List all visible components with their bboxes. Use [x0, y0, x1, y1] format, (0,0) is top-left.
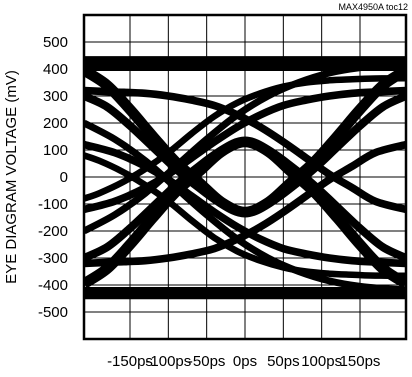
eye-trace	[84, 152, 406, 280]
plot-frame	[82, 13, 408, 341]
eye-trace	[84, 137, 406, 262]
eye-trace	[84, 140, 406, 268]
eye-trace	[84, 119, 406, 294]
y-tick-label: 200	[43, 115, 68, 132]
y-tick-label: -300	[38, 250, 68, 267]
y-tick-label: -400	[38, 277, 68, 294]
eye-trace	[84, 60, 406, 235]
x-tick-label: 100ps	[301, 353, 342, 370]
x-tick-label: -100ps	[145, 353, 191, 370]
y-tick-label: 100	[43, 142, 68, 159]
x-tick-label: -50ps	[188, 353, 226, 370]
x-tick-label: -150ps	[107, 353, 153, 370]
y-tick-label: 400	[43, 61, 68, 78]
y-axis-title: EYE DIAGRAM VOLTAGE (mV)	[3, 70, 20, 284]
y-tick-label: -100	[38, 196, 68, 213]
x-tick-label: 50ps	[267, 353, 300, 370]
corner-label: MAX4950A toc12	[338, 2, 408, 12]
y-tick-label: 500	[43, 34, 68, 51]
y-tick-label: -500	[38, 304, 68, 321]
y-tick-labels: 500 400 300 200 100 0 -100 -200 -300 -400 -500	[38, 34, 68, 321]
eye-trace	[84, 86, 406, 214]
y-tick-label: -200	[38, 223, 68, 240]
y-tick-label: 300	[43, 88, 68, 105]
y-tick-label: 0	[60, 169, 68, 186]
eye-trace	[84, 92, 406, 217]
eye-traces	[84, 56, 406, 300]
x-tick-label: 150ps	[340, 353, 381, 370]
x-tick-label: 0ps	[233, 353, 257, 370]
